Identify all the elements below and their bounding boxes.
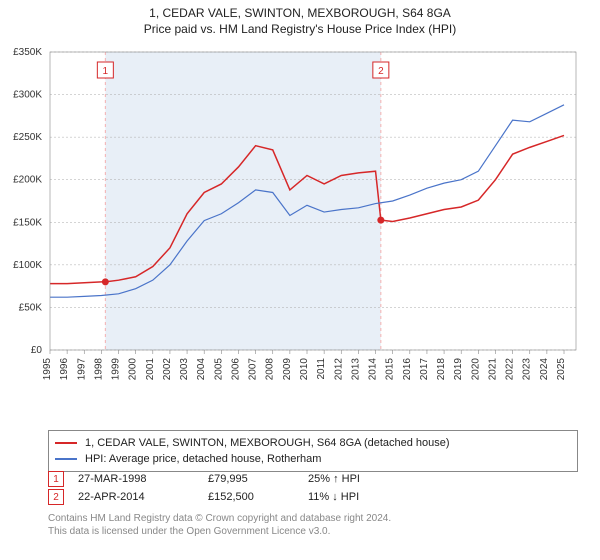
event-flag-number: 2: [378, 66, 384, 77]
legend-item: 1, CEDAR VALE, SWINTON, MEXBOROUGH, S64 …: [55, 435, 571, 451]
event-date: 27-MAR-1998: [78, 473, 208, 485]
attribution-line-1: Contains HM Land Registry data © Crown c…: [48, 512, 578, 525]
y-tick-label: £350K: [13, 47, 42, 58]
event-price: £79,995: [208, 473, 308, 485]
y-tick-label: £300K: [13, 90, 42, 101]
event-row: 2 22-APR-2014£152,50011% ↓ HPI: [48, 488, 578, 506]
event-hpi-delta: 25% ↑ HPI: [308, 473, 360, 485]
root: 1, CEDAR VALE, SWINTON, MEXBOROUGH, S64 …: [0, 0, 600, 560]
x-tick-label: 2003: [179, 358, 190, 381]
x-tick-label: 2014: [368, 358, 379, 381]
x-tick-label: 2025: [556, 358, 567, 381]
x-tick-label: 2010: [299, 358, 310, 381]
attribution: Contains HM Land Registry data © Crown c…: [48, 512, 578, 538]
x-tick-label: 1995: [42, 358, 53, 381]
y-tick-label: £50K: [19, 302, 43, 313]
x-tick-label: 2004: [196, 358, 207, 381]
x-tick-label: 2008: [265, 358, 276, 381]
chart-titles: 1, CEDAR VALE, SWINTON, MEXBOROUGH, S64 …: [0, 0, 600, 36]
x-tick-label: 2007: [248, 358, 259, 381]
x-tick-label: 2013: [350, 358, 361, 381]
x-tick-label: 1998: [93, 358, 104, 381]
y-tick-label: £150K: [13, 217, 42, 228]
legend-swatch: [55, 458, 77, 460]
x-tick-label: 2005: [213, 358, 224, 381]
ownership-period-band: [105, 52, 381, 350]
y-tick-label: £200K: [13, 175, 42, 186]
x-tick-label: 2019: [453, 358, 464, 381]
legend-label: HPI: Average price, detached house, Roth…: [85, 453, 321, 465]
title-line-1: 1, CEDAR VALE, SWINTON, MEXBOROUGH, S64 …: [0, 6, 600, 20]
x-tick-label: 2023: [522, 358, 533, 381]
price-chart: £0£50K£100K£150K£200K£250K£300K£350K1995…: [48, 50, 578, 390]
legend-item: HPI: Average price, detached house, Roth…: [55, 451, 571, 467]
x-tick-label: 2009: [282, 358, 293, 381]
x-tick-label: 1999: [111, 358, 122, 381]
event-number-box: 1: [48, 471, 64, 487]
event-number-box: 2: [48, 489, 64, 505]
x-tick-label: 2012: [333, 358, 344, 381]
x-tick-label: 2017: [419, 358, 430, 381]
sale-events: 1 27-MAR-1998£79,99525% ↑ HPI 2 22-APR-2014…: [48, 470, 578, 506]
event-row: 1 27-MAR-1998£79,99525% ↑ HPI: [48, 470, 578, 488]
x-tick-label: 2002: [162, 358, 173, 381]
event-hpi-delta: 11% ↓ HPI: [308, 491, 359, 503]
y-tick-label: £100K: [13, 260, 42, 271]
legend: 1, CEDAR VALE, SWINTON, MEXBOROUGH, S64 …: [48, 430, 578, 472]
legend-label: 1, CEDAR VALE, SWINTON, MEXBOROUGH, S64 …: [85, 437, 450, 449]
event-date: 22-APR-2014: [78, 491, 208, 503]
x-tick-label: 1996: [59, 358, 70, 381]
x-tick-label: 2020: [470, 358, 481, 381]
x-tick-label: 1997: [76, 358, 87, 381]
event-flag-number: 1: [103, 66, 109, 77]
x-tick-label: 2022: [505, 358, 516, 381]
x-tick-label: 2024: [539, 358, 550, 381]
x-tick-label: 2000: [128, 358, 139, 381]
x-tick-label: 2006: [230, 358, 241, 381]
event-price: £152,500: [208, 491, 308, 503]
title-line-2: Price paid vs. HM Land Registry's House …: [0, 22, 600, 36]
legend-swatch: [55, 442, 77, 444]
x-tick-label: 2018: [436, 358, 447, 381]
x-tick-label: 2016: [402, 358, 413, 381]
attribution-line-2: This data is licensed under the Open Gov…: [48, 525, 578, 538]
x-tick-label: 2021: [487, 358, 498, 381]
x-tick-label: 2011: [316, 358, 327, 380]
y-tick-label: £250K: [13, 132, 42, 143]
x-tick-label: 2001: [145, 358, 156, 381]
y-tick-label: £0: [31, 345, 43, 356]
x-tick-label: 2015: [385, 358, 396, 381]
